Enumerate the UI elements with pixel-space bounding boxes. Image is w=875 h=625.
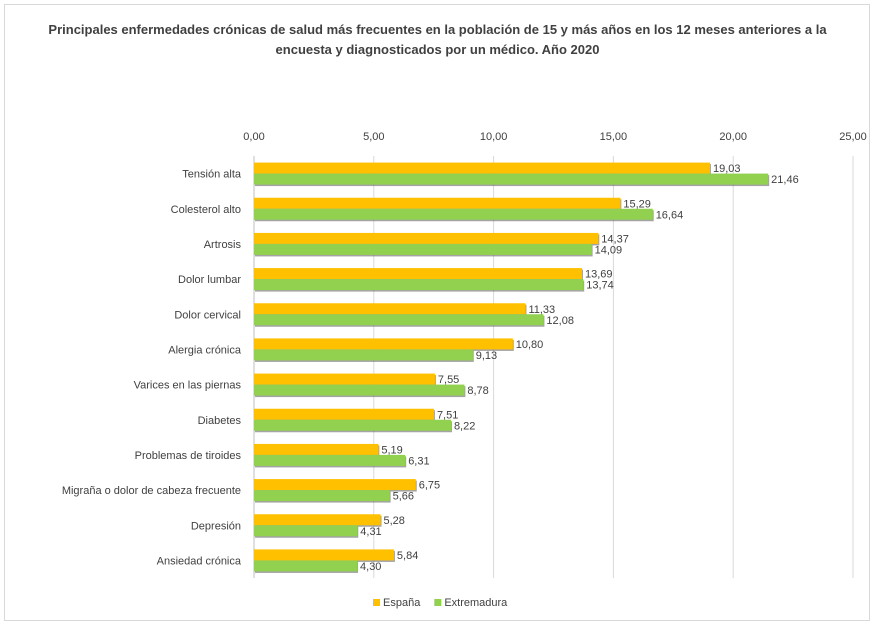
data-label: 5,19 [381,444,402,456]
data-label: 6,75 [419,480,440,492]
bar-extremadura [254,560,358,572]
bar-extremadura [254,384,465,396]
bar-espana [254,232,599,244]
category-label: Problemas de tiroides [135,450,242,462]
x-tick-label: 10,00 [480,131,508,143]
data-label: 5,84 [397,550,418,562]
data-label: 8,78 [467,385,488,397]
bar-espana [254,162,710,174]
category-label: Ansiedad crónica [157,555,242,567]
bar-espana [254,373,435,385]
data-label: 4,31 [360,526,381,538]
data-label: 15,29 [623,198,651,210]
category-label: Diabetes [198,415,242,427]
category-label: Migraña o dolor de cabeza frecuente [62,485,241,497]
data-label: 4,30 [360,561,381,573]
data-label: 5,28 [384,515,405,527]
bar-espana [254,338,513,350]
bar-espana [254,443,379,455]
bar-espana [254,549,394,561]
data-label: 16,64 [656,209,684,221]
data-label: 11,33 [528,304,555,316]
bar-espana [254,479,416,491]
bar-extremadura [254,279,584,291]
legend-label: España [383,597,421,609]
data-label: 19,03 [713,163,741,175]
data-label: 7,55 [438,374,459,386]
bar-extremadura [254,525,358,537]
bar-extremadura [254,173,769,185]
data-label: 14,37 [601,233,629,245]
data-label: 7,51 [437,409,458,421]
bar-espana [254,303,526,315]
bar-extremadura [254,208,653,220]
bar-extremadura [254,490,390,502]
legend-swatch-espana [373,599,380,606]
bar-espana [254,268,583,280]
data-label: 14,09 [595,244,623,256]
x-tick-label: 25,00 [839,131,867,143]
category-label: Dolor lumbar [178,274,241,286]
data-label: 13,74 [586,280,614,292]
data-label: 13,69 [585,269,613,281]
data-label: 21,46 [771,174,799,186]
category-label: Depresión [191,520,241,532]
category-label: Varices en las piernas [134,380,242,392]
bar-espana [254,197,621,209]
category-label: Alergia crónica [168,344,242,356]
data-label: 5,66 [393,491,414,503]
bar-espana [254,408,434,420]
data-label: 10,80 [516,339,544,351]
category-label: Dolor cervical [174,309,241,321]
data-label: 6,31 [408,455,429,467]
bar-espana [254,514,381,526]
chart-title: Principales enfermedades crónicas de sal… [48,22,827,57]
legend-swatch-extremadura [434,599,442,606]
category-label: Tensión alta [182,169,242,181]
bar-extremadura [254,243,592,255]
category-label: Colesterol alto [171,204,241,216]
data-label: 8,22 [454,420,475,432]
bar-extremadura [254,419,451,431]
data-label: 12,08 [546,315,574,327]
bar-extremadura [254,454,406,466]
bar-extremadura [254,349,473,361]
data-label: 9,13 [476,350,497,362]
category-label: Artrosis [204,239,242,251]
legend-label: Extremadura [444,597,508,609]
x-tick-label: 0,00 [243,131,264,143]
x-tick-label: 20,00 [719,131,747,143]
x-tick-label: 15,00 [600,131,628,143]
x-tick-label: 5,00 [363,131,384,143]
bar-extremadura [254,314,544,326]
